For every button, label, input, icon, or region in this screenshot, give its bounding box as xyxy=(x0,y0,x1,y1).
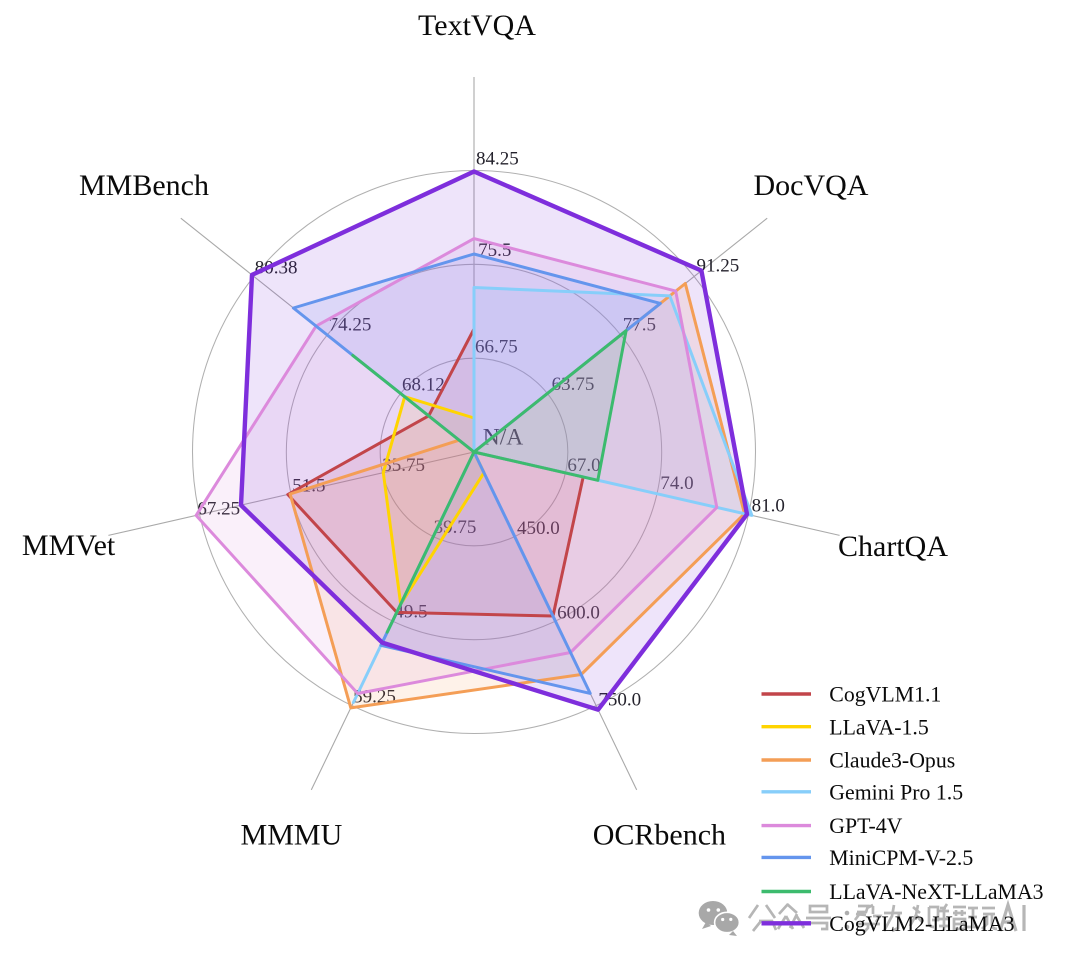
svg-text:TextVQA: TextVQA xyxy=(418,9,536,42)
svg-text:MMBench: MMBench xyxy=(79,169,209,202)
svg-text:DocVQA: DocVQA xyxy=(754,169,869,202)
svg-text:LLaVA-1.5: LLaVA-1.5 xyxy=(829,715,929,739)
svg-text:MMVet: MMVet xyxy=(22,529,116,562)
svg-text:ChartQA: ChartQA xyxy=(838,530,948,563)
svg-text:66.75: 66.75 xyxy=(475,336,518,357)
svg-text:91.25: 91.25 xyxy=(697,256,740,277)
svg-text:Claude3-Opus: Claude3-Opus xyxy=(829,749,955,773)
svg-text:GPT-4V: GPT-4V xyxy=(829,814,902,838)
svg-text:67.0: 67.0 xyxy=(567,455,600,476)
svg-text:600.0: 600.0 xyxy=(557,602,600,623)
svg-text:OCRbench: OCRbench xyxy=(593,819,726,852)
svg-text:74.25: 74.25 xyxy=(329,314,372,335)
svg-text:Gemini Pro 1.5: Gemini Pro 1.5 xyxy=(829,780,963,804)
svg-text:68.12: 68.12 xyxy=(402,374,445,395)
svg-text:CogVLM2-LLaMA3: CogVLM2-LLaMA3 xyxy=(829,912,1014,936)
svg-text:67.25: 67.25 xyxy=(197,498,240,519)
svg-text:80.38: 80.38 xyxy=(255,258,298,279)
svg-text:74.0: 74.0 xyxy=(660,473,693,494)
svg-text:MiniCPM-V-2.5: MiniCPM-V-2.5 xyxy=(829,846,973,870)
svg-text:450.0: 450.0 xyxy=(517,518,560,539)
svg-text:MMMU: MMMU xyxy=(241,819,343,852)
svg-text:81.0: 81.0 xyxy=(752,496,785,517)
svg-text:77.5: 77.5 xyxy=(623,315,656,336)
svg-text:84.25: 84.25 xyxy=(476,149,519,170)
svg-text:CogVLM1.1: CogVLM1.1 xyxy=(829,683,941,707)
svg-text:63.75: 63.75 xyxy=(552,374,595,395)
svg-text:LLaVA-NeXT-LLaMA3: LLaVA-NeXT-LLaMA3 xyxy=(829,880,1043,904)
